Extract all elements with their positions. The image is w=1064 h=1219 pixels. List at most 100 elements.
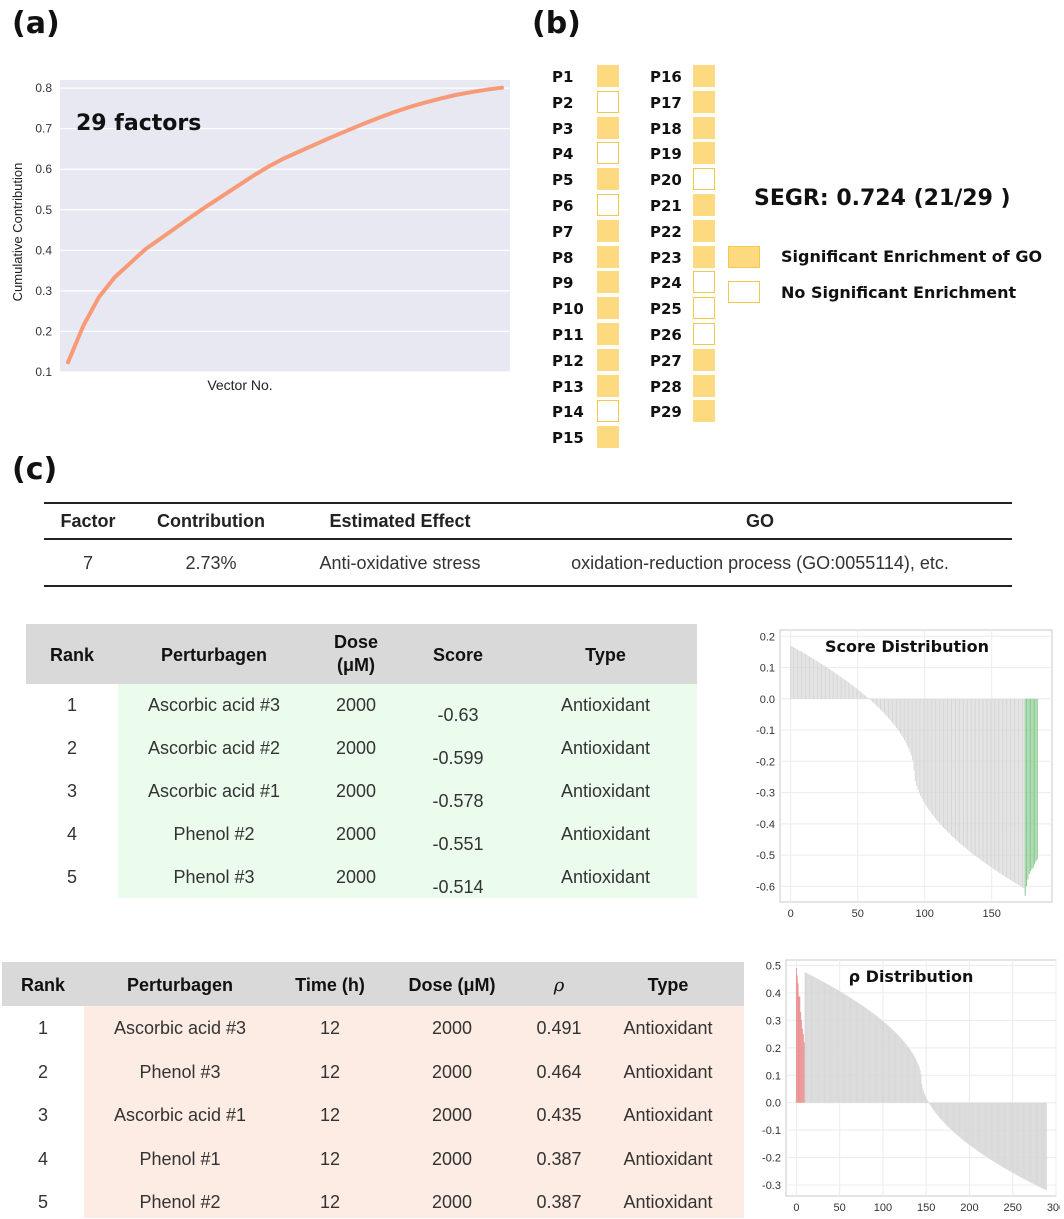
- distribution-bar: [1035, 698, 1037, 862]
- distribution-bar: [953, 1102, 955, 1133]
- score-row-4-col-4: Antioxidant: [560, 824, 651, 844]
- distribution-bar: [1021, 1102, 1023, 1179]
- distribution-bar: [804, 972, 806, 1103]
- distribution-bar: [989, 1102, 991, 1160]
- distribution-bar: [892, 1030, 894, 1103]
- distribution-bar: [921, 1084, 923, 1103]
- distribution-bar: [846, 681, 848, 699]
- y-tick-label: 0.5: [35, 203, 52, 217]
- distribution-bar: [938, 698, 940, 824]
- distribution-bar: [884, 698, 886, 714]
- distribution-bar: [916, 698, 918, 786]
- distribution-bar: [827, 668, 829, 699]
- distribution-bar: [980, 698, 982, 861]
- distribution-bar: [847, 995, 848, 1103]
- distribution-bar: [931, 1102, 933, 1109]
- factor-box-p10: [597, 297, 619, 320]
- distribution-bar: [986, 1102, 988, 1158]
- distribution-bar: [945, 698, 947, 831]
- distribution-bar: [874, 698, 876, 705]
- y-tick-label: 0.2: [766, 1043, 781, 1055]
- distribution-bar: [853, 1000, 855, 1103]
- distribution-bar: [839, 991, 841, 1103]
- distribution-bar: [879, 1018, 881, 1103]
- distribution-bar: [994, 1102, 995, 1163]
- distribution-bar: [922, 698, 924, 802]
- distribution-bar: [949, 698, 951, 835]
- distribution-bar: [897, 698, 899, 730]
- rho-row-4-col-0: 4: [37, 1148, 48, 1169]
- distribution-bar: [888, 1026, 890, 1103]
- score-header-score: Score: [432, 645, 484, 665]
- distribution-bar: [1016, 698, 1018, 885]
- score-row-5-col-2: 2000: [335, 867, 377, 887]
- distribution-bar: [991, 1102, 993, 1161]
- distribution-bar: [912, 1054, 914, 1103]
- distribution-bar: [898, 1036, 900, 1103]
- distribution-bar: [977, 698, 979, 859]
- distribution-bar: [821, 981, 823, 1103]
- distribution-bar: [823, 982, 825, 1103]
- distribution-bar: [871, 1012, 873, 1103]
- distribution-bar: [850, 998, 852, 1103]
- distribution-bar: [955, 1102, 957, 1134]
- distribution-bar: [814, 977, 815, 1103]
- rho-row-1-col-4: 0.491: [536, 1018, 582, 1038]
- distribution-bar: [992, 698, 994, 869]
- distribution-bar: [914, 698, 916, 782]
- distribution-bar: [855, 688, 857, 699]
- distribution-bar: [877, 698, 879, 707]
- distribution-bar: [1044, 1102, 1046, 1190]
- factor-label-p17: P17: [650, 93, 682, 112]
- distribution-bar: [1024, 1102, 1026, 1180]
- distribution-bar: [899, 1037, 901, 1103]
- distribution-bar: [799, 996, 801, 1103]
- y-tick-label: 0.3: [766, 1015, 781, 1027]
- chart-title: ρ Distribution: [849, 967, 974, 986]
- distribution-bar: [922, 1088, 924, 1103]
- distribution-bar: [808, 656, 810, 699]
- distribution-bar: [946, 1102, 948, 1126]
- factor-label-p25: P25: [650, 300, 682, 319]
- distribution-bar: [920, 698, 922, 796]
- distribution-bar: [800, 651, 802, 699]
- distribution-bar: [873, 1014, 875, 1103]
- distribution-bar: [969, 698, 971, 852]
- factor-label-p26: P26: [650, 326, 682, 344]
- table-c-header-go: GO: [745, 511, 774, 531]
- score-table-header-bg: [26, 624, 697, 684]
- distribution-bar: [894, 698, 896, 727]
- distribution-bar: [1001, 1102, 1002, 1167]
- plot-frame: [779, 629, 1053, 903]
- distribution-bar: [919, 1070, 921, 1103]
- score-row-2-col-3: -0.599: [432, 748, 484, 768]
- distribution-bar: [837, 674, 839, 699]
- distribution-bar: [1014, 1102, 1015, 1174]
- distribution-bar: [908, 1047, 910, 1103]
- y-tick-label: -0.1: [762, 1125, 781, 1137]
- factor-label-p20: P20: [650, 171, 682, 190]
- distribution-bar: [884, 1022, 886, 1103]
- score-header-perturbagen: Perturbagen: [160, 645, 268, 665]
- distribution-bar: [909, 1049, 911, 1103]
- distribution-bar: [906, 698, 908, 746]
- y-tick-label: 0.1: [35, 365, 52, 379]
- distribution-bar: [870, 698, 872, 701]
- distribution-bar: [976, 698, 978, 858]
- factor-label-p3: P3: [552, 119, 574, 138]
- rho-header-type: Type: [647, 975, 689, 995]
- rho-row-4-col-2: 12: [319, 1148, 341, 1169]
- distribution-bar: [951, 1102, 953, 1131]
- factor-box-p14: [597, 400, 619, 423]
- distribution-bar: [912, 698, 914, 761]
- distribution-bar: [838, 675, 840, 699]
- distribution-bar: [963, 698, 965, 847]
- distribution-bar: [1001, 698, 1003, 875]
- rho-row-1-col-1: Ascorbic acid #3: [113, 1018, 247, 1038]
- distribution-bar: [829, 669, 831, 699]
- distribution-bar: [796, 975, 798, 1103]
- distribution-bar: [852, 999, 854, 1103]
- distribution-bar: [939, 1102, 941, 1119]
- distribution-bar: [1031, 698, 1033, 870]
- distribution-bar: [917, 698, 919, 790]
